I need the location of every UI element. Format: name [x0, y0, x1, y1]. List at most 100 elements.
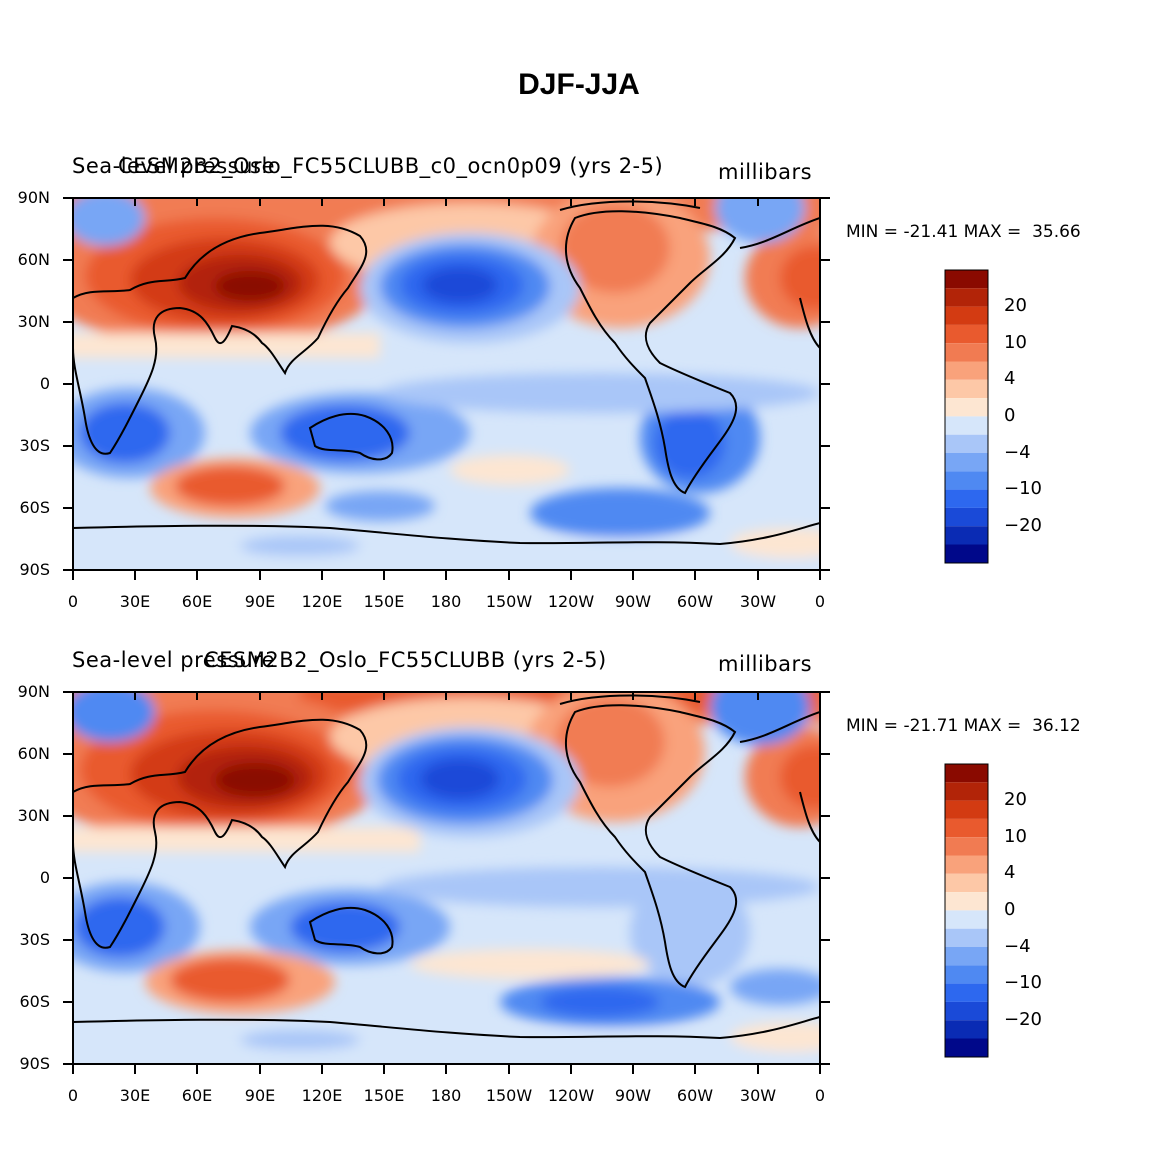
colorbar-swatch: [945, 471, 988, 490]
colorbar-swatch: [945, 343, 988, 362]
colorbar-label: −4: [1004, 442, 1031, 463]
colorbar-swatch: [945, 306, 988, 325]
colorbar-swatch: [945, 1038, 988, 1057]
colorbar-swatch: [945, 361, 988, 380]
lon-label: 60E: [181, 592, 213, 611]
lon-label: 90E: [244, 592, 276, 611]
colorbar-swatch: [945, 526, 988, 545]
lon-label: 30W: [739, 592, 777, 611]
lon-label: 180: [430, 1086, 462, 1105]
colorbar-label: 10: [1004, 826, 1027, 847]
colorbar-label: 4: [1004, 368, 1016, 389]
lon-label: 0: [67, 592, 79, 611]
lon-label: 0: [67, 1086, 79, 1105]
colorbar-swatch: [945, 398, 988, 417]
colorbar-swatch: [945, 764, 988, 783]
colorbar-swatch: [945, 507, 988, 527]
lon-label: 0: [814, 1086, 826, 1105]
lat-label: 90S: [19, 560, 50, 579]
colorbar-label: −10: [1004, 972, 1042, 993]
lon-label: 150W: [485, 592, 533, 611]
panel-bottom-min-value: -21.71: [903, 716, 959, 736]
colorbar-swatch: [945, 947, 988, 966]
lat-label: 90N: [17, 682, 50, 701]
colorbar-swatch: [945, 489, 988, 508]
lat-label: 30S: [19, 930, 50, 949]
panel-top: Sea-level pressure CESM2B2_Oslo_FC55CLUB…: [0, 148, 1158, 611]
colorbar-label: 0: [1004, 899, 1016, 920]
colorbar: [944, 763, 989, 1058]
panel-bottom-units: millibars: [718, 652, 813, 676]
lon-label: 90W: [614, 592, 652, 611]
lon-label: 90E: [244, 1086, 276, 1105]
colorbar-label: −20: [1004, 1009, 1042, 1030]
panel-top-case-title: CESM2B2_Oslo_FC55CLUBB_c0_ocn0p09 (yrs 2…: [118, 154, 664, 178]
panel-top-units: millibars: [718, 160, 813, 184]
panel-top-min-label: MIN =: [846, 222, 899, 242]
lon-label: 60E: [181, 1086, 213, 1105]
colorbar-swatch: [945, 818, 988, 838]
colorbar-swatch: [945, 416, 988, 435]
axis-ticks: [63, 197, 830, 580]
lon-label: 30E: [119, 592, 151, 611]
colorbar-label: −20: [1004, 515, 1042, 536]
axis-ticks: [63, 691, 830, 1074]
panel-bottom-max-value: 36.12: [1032, 716, 1081, 736]
colorbar-swatch: [945, 453, 988, 472]
lat-label: 60N: [17, 744, 50, 763]
panel-top-variable-title: Sea-level pressure: [72, 154, 276, 178]
colorbar-swatch: [945, 544, 988, 563]
colorbar-label: 4: [1004, 862, 1016, 883]
lat-label: 60S: [19, 992, 50, 1011]
lon-label: 150E: [363, 592, 405, 611]
panel-top-minmax: MIN = -21.41 MAX = 35.66: [846, 222, 1081, 242]
lat-label: 90N: [17, 188, 50, 207]
panel-top-max-label: MAX =: [963, 222, 1022, 242]
colorbar-swatch: [945, 910, 988, 929]
colorbar-swatch: [945, 1001, 988, 1021]
colorbar-label: −10: [1004, 478, 1042, 499]
colorbar: [944, 269, 989, 564]
colorbar-swatch: [945, 873, 988, 893]
colorbar-swatch: [945, 379, 988, 399]
panel-bottom-variable-title: Sea-level pressure: [72, 648, 276, 672]
lon-label: 30W: [739, 1086, 777, 1105]
lon-label: 0: [814, 592, 826, 611]
colorbar-swatch: [945, 837, 988, 856]
colorbar-label: 20: [1004, 789, 1027, 810]
lon-label: 120W: [547, 1086, 595, 1105]
colorbar-swatch: [945, 983, 988, 1002]
coastlines: [73, 200, 820, 546]
lat-label: 30S: [19, 436, 50, 455]
lon-label: 60W: [676, 1086, 714, 1105]
lon-label: 150W: [485, 1086, 533, 1105]
colorbar-swatch: [945, 434, 988, 453]
slp-contour-field: [73, 692, 820, 1064]
colorbar-swatch: [945, 1020, 988, 1039]
panel-bottom: Sea-level pressure CESM2B2_Oslo_FC55CLUB…: [0, 642, 1158, 1105]
colorbar-swatch: [945, 965, 988, 984]
lon-label: 120W: [547, 592, 595, 611]
lon-label: 90W: [614, 1086, 652, 1105]
slp-contour-field: [73, 198, 820, 570]
panel-bottom-map: [63, 691, 989, 1074]
colorbar-swatch: [945, 270, 988, 289]
figure-title: DJF-JJA: [518, 68, 640, 101]
colorbar-swatch: [945, 892, 988, 911]
lat-label: 0: [39, 868, 50, 887]
lat-label: 30N: [17, 312, 50, 331]
colorbar-label: 10: [1004, 332, 1027, 353]
panel-top-max-value: 35.66: [1032, 222, 1081, 242]
lat-label: 60N: [17, 250, 50, 269]
colorbar-swatch: [945, 800, 988, 819]
colorbar-swatch: [945, 928, 988, 947]
coastlines: [73, 694, 820, 1040]
lon-label: 60W: [676, 592, 714, 611]
lon-label: 120E: [301, 592, 343, 611]
panel-top-map: [63, 197, 989, 580]
colorbar-label: 20: [1004, 295, 1027, 316]
lat-label: 0: [39, 374, 50, 393]
lon-label: 30E: [119, 1086, 151, 1105]
colorbar-label: −4: [1004, 936, 1031, 957]
panel-bottom-case-title: CESM2B2_Oslo_FC55CLUBB (yrs 2-5): [204, 648, 607, 672]
